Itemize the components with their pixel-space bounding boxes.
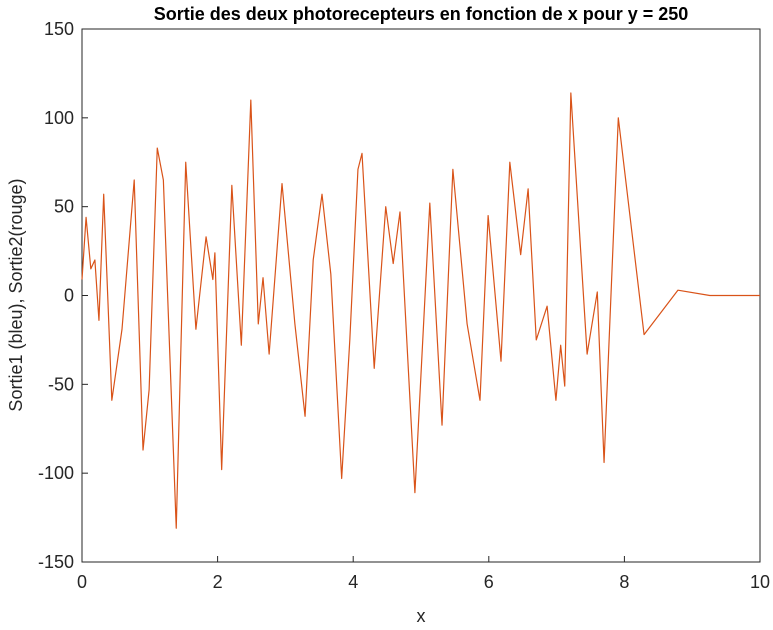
x-tick-label: 8 <box>619 572 629 592</box>
y-tick-label: 150 <box>44 19 74 39</box>
y-tick-label: -150 <box>38 552 74 572</box>
y-axis-label: Sortie1 (bleu), Sortie2(rouge) <box>6 178 26 411</box>
plot-area <box>81 28 761 563</box>
x-tick-label: 10 <box>750 572 770 592</box>
x-tick-label: 0 <box>77 572 87 592</box>
x-tick-label: 2 <box>213 572 223 592</box>
y-tick-label: -100 <box>38 463 74 483</box>
x-tick-label: 6 <box>484 572 494 592</box>
data-line <box>81 92 760 529</box>
y-tick-label: 50 <box>54 197 74 217</box>
chart-title: Sortie des deux photorecepteurs en fonct… <box>154 4 689 24</box>
x-tick-label: 4 <box>348 572 358 592</box>
x-axis-label: x <box>417 606 426 625</box>
y-tick-label: 0 <box>64 286 74 306</box>
y-tick-label: 100 <box>44 108 74 128</box>
y-tick-label: -50 <box>48 374 74 394</box>
